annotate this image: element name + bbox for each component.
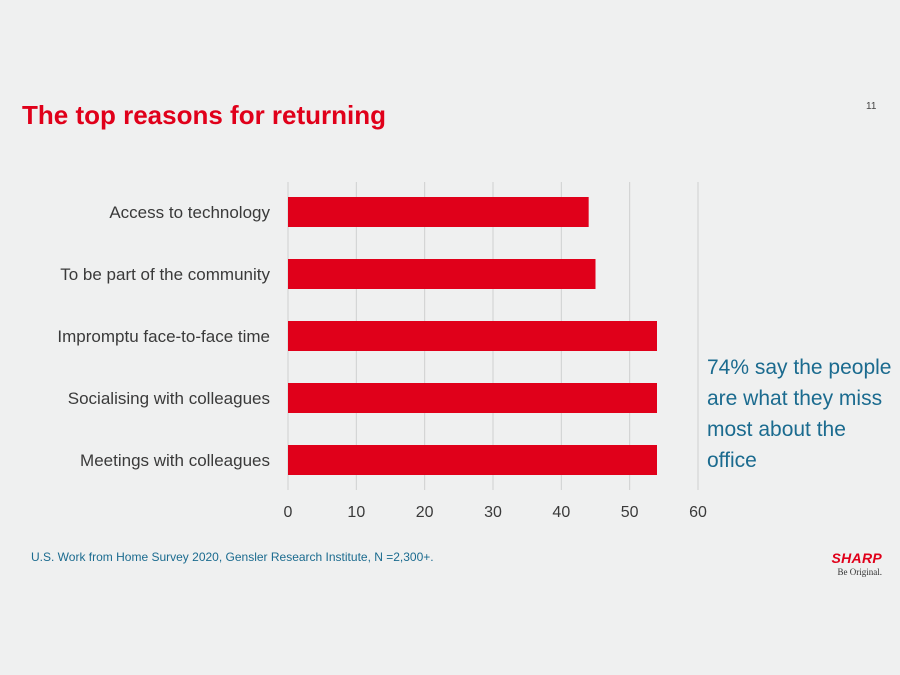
bar-chart: 0 10 20 30 40 50 60 Access to technology To be p… [57, 182, 707, 521]
bar [288, 445, 657, 475]
x-tick-label: 10 [347, 504, 365, 521]
category-label: Impromptu face-to-face time [57, 327, 270, 346]
brand-logo: SHARP Be Original. [812, 551, 882, 578]
callout-text: 74% say the people are what they miss mo… [707, 356, 892, 472]
category-label: Access to technology [109, 203, 270, 222]
bar [288, 321, 657, 351]
brand-name: SHARP [831, 550, 882, 566]
x-tick-label: 60 [689, 504, 707, 521]
bar [288, 259, 596, 289]
brand-tagline: Be Original. [837, 567, 883, 577]
slide-title: The top reasons for returning [22, 100, 387, 130]
category-label: Socialising with colleagues [68, 389, 270, 408]
category-label: To be part of the community [60, 265, 270, 284]
x-tick-label: 50 [621, 504, 639, 521]
bar [288, 383, 657, 413]
category-label: Meetings with colleagues [80, 451, 270, 470]
x-tick-label: 20 [416, 504, 434, 521]
bar [288, 197, 589, 227]
page-number: 11 [866, 101, 877, 112]
x-tick-label: 40 [552, 504, 570, 521]
x-tick-label: 0 [284, 504, 293, 521]
source-note: U.S. Work from Home Survey 2020, Gensler… [31, 550, 434, 564]
x-tick-label: 30 [484, 504, 502, 521]
